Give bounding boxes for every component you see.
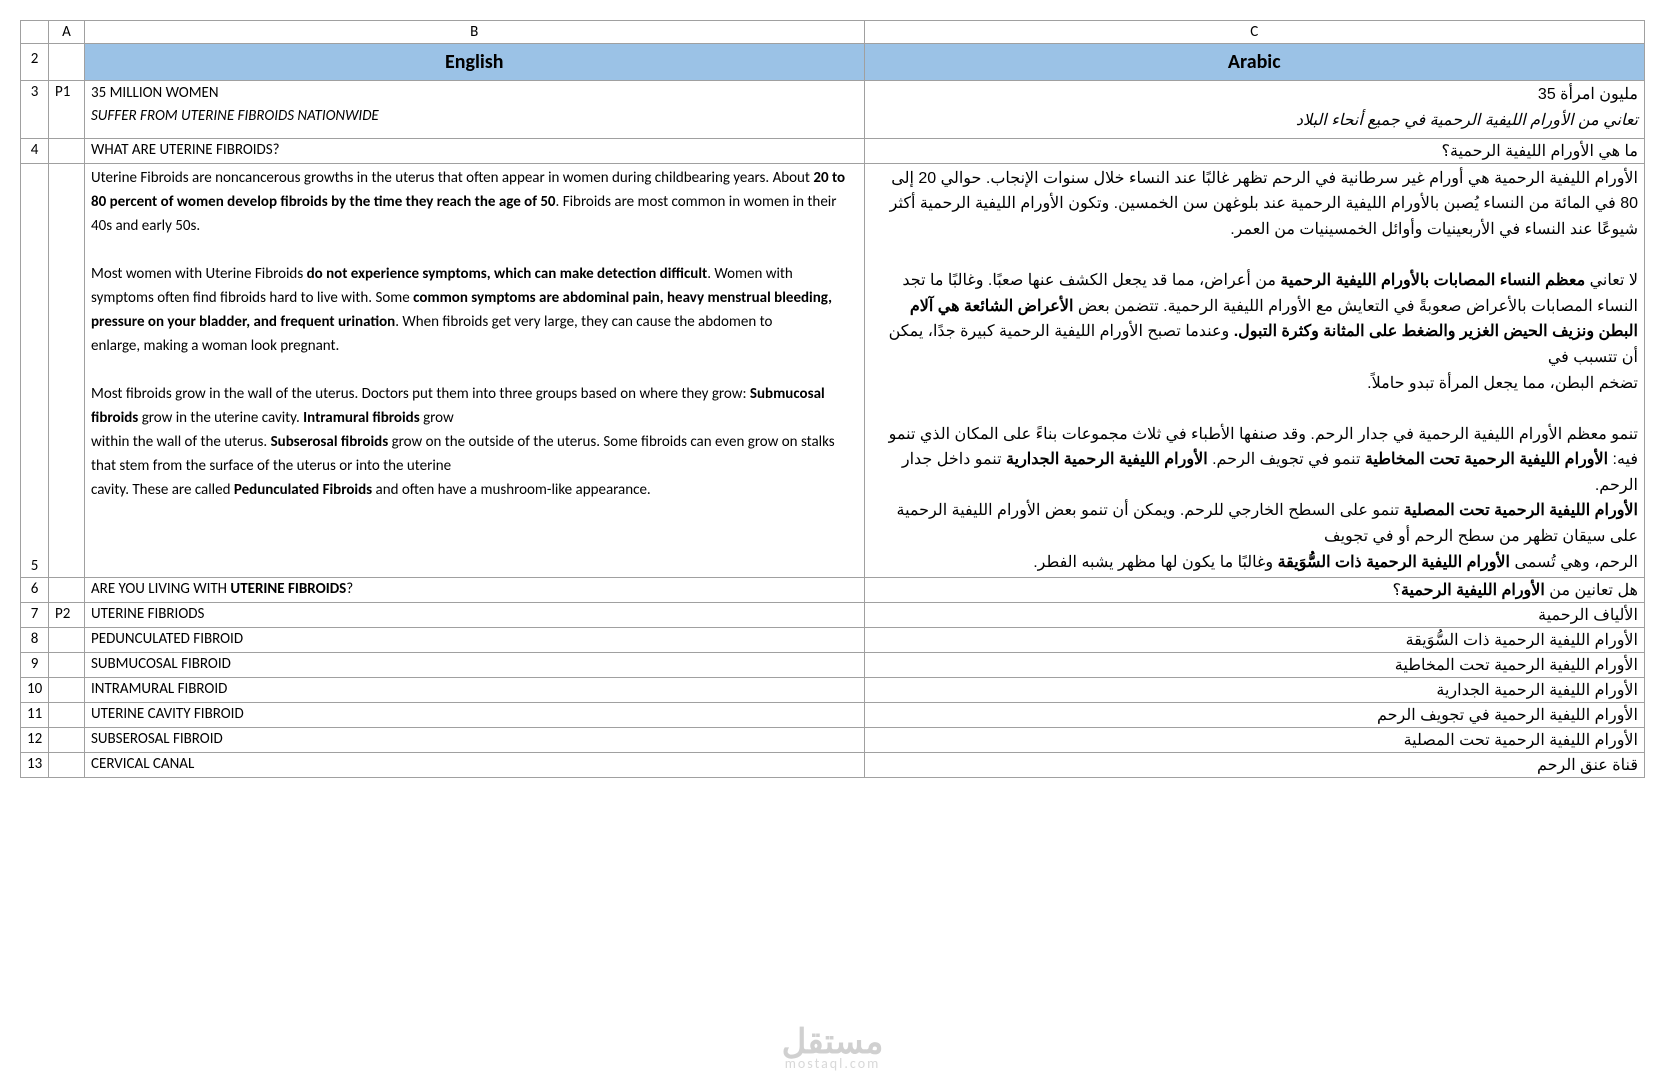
row-number: 2 xyxy=(21,44,49,81)
cell-a xyxy=(49,578,85,603)
spreadsheet-table: A B C 2 English Arabic 3 P1 35 MILLION W… xyxy=(20,20,1645,778)
text-line: مليون امرأة 35 xyxy=(871,83,1638,106)
cell-a xyxy=(49,163,85,578)
cell-english-long: Uterine Fibroids are noncancerous growth… xyxy=(85,163,865,578)
cell-english: ARE YOU LIVING WITH UTERINE FIBROIDS? xyxy=(85,578,865,603)
cell-arabic: الأورام الليفية الرحمية الجدارية xyxy=(864,678,1644,703)
title-row: 2 English Arabic xyxy=(21,44,1645,81)
cell-english: 35 MILLION WOMEN SUFFER FROM UTERINE FIB… xyxy=(85,81,865,139)
row-number: 6 xyxy=(21,578,49,603)
cell-english: SUBMUCOSAL FIBROID xyxy=(85,653,865,678)
row-number: 11 xyxy=(21,703,49,728)
table-row: 5 Uterine Fibroids are noncancerous grow… xyxy=(21,163,1645,578)
cell-a xyxy=(49,44,85,81)
watermark-main: مستقل xyxy=(782,1028,884,1059)
row-number: 13 xyxy=(21,753,49,778)
cell-arabic: الأورام الليفية الرحمية ذات السُّوَيقة xyxy=(864,628,1644,653)
cell-a: P1 xyxy=(49,81,85,139)
text-line: 35 MILLION WOMEN xyxy=(91,83,858,103)
cell-arabic: مليون امرأة 35 تعاني من الأورام الليفية … xyxy=(864,81,1644,139)
table-row: 8 PEDUNCULATED FIBROID الأورام الليفية ا… xyxy=(21,628,1645,653)
cell-a xyxy=(49,728,85,753)
cell-arabic: ما هي الأورام الليفية الرحمية؟ xyxy=(864,138,1644,163)
cell-arabic: الألياف الرحمية xyxy=(864,603,1644,628)
cell-a xyxy=(49,653,85,678)
cell-english: INTRAMURAL FIBROID xyxy=(85,678,865,703)
cell-a xyxy=(49,138,85,163)
col-header-c: C xyxy=(864,21,1644,44)
table-row: 3 P1 35 MILLION WOMEN SUFFER FROM UTERIN… xyxy=(21,81,1645,139)
text-line-italic: تعاني من الأورام الليفية الرحمية في جميع… xyxy=(871,109,1638,132)
cell-arabic: الأورام الليفية الرحمية في تجويف الرحم xyxy=(864,703,1644,728)
title-arabic: Arabic xyxy=(864,44,1644,81)
table-row: 4 WHAT ARE UTERINE FIBROIDS? ما هي الأور… xyxy=(21,138,1645,163)
col-header-blank xyxy=(21,21,49,44)
row-number: 5 xyxy=(21,163,49,578)
col-header-a: A xyxy=(49,21,85,44)
row-number: 10 xyxy=(21,678,49,703)
cell-english: CERVICAL CANAL xyxy=(85,753,865,778)
row-number: 9 xyxy=(21,653,49,678)
text-line-italic: SUFFER FROM UTERINE FIBROIDS NATIONWIDE xyxy=(91,106,858,126)
table-row: 9 SUBMUCOSAL FIBROID الأورام الليفية الر… xyxy=(21,653,1645,678)
cell-english: SUBSEROSAL FIBROID xyxy=(85,728,865,753)
table-row: 12 SUBSEROSAL FIBROID الأورام الليفية ال… xyxy=(21,728,1645,753)
table-row: 10 INTRAMURAL FIBROID الأورام الليفية ال… xyxy=(21,678,1645,703)
cell-a: P2 xyxy=(49,603,85,628)
row-number: 12 xyxy=(21,728,49,753)
cell-a xyxy=(49,703,85,728)
row-number: 4 xyxy=(21,138,49,163)
table-row: 7 P2 UTERINE FIBRIODS الألياف الرحمية xyxy=(21,603,1645,628)
col-header-b: B xyxy=(85,21,865,44)
cell-english: UTERINE CAVITY FIBROID xyxy=(85,703,865,728)
row-number: 8 xyxy=(21,628,49,653)
cell-a xyxy=(49,628,85,653)
cell-a xyxy=(49,753,85,778)
title-english: English xyxy=(85,44,865,81)
column-header-row: A B C xyxy=(21,21,1645,44)
cell-arabic-long: الأورام الليفية الرحمية هي أورام غير سرط… xyxy=(864,163,1644,578)
cell-english: UTERINE FIBRIODS xyxy=(85,603,865,628)
cell-arabic: الأورام الليفية الرحمية تحت المخاطية xyxy=(864,653,1644,678)
cell-english: WHAT ARE UTERINE FIBROIDS? xyxy=(85,138,865,163)
watermark: مستقل mostaql.com xyxy=(782,1028,884,1071)
cell-arabic: هل تعانين من الأورام الليفية الرحمية؟ xyxy=(864,578,1644,603)
table-row: 11 UTERINE CAVITY FIBROID الأورام الليفي… xyxy=(21,703,1645,728)
cell-a xyxy=(49,678,85,703)
cell-arabic: الأورام الليفية الرحمية تحت المصلية xyxy=(864,728,1644,753)
cell-arabic: قناة عنق الرحم xyxy=(864,753,1644,778)
cell-english: PEDUNCULATED FIBROID xyxy=(85,628,865,653)
watermark-sub: mostaql.com xyxy=(782,1058,884,1071)
table-row: 13 CERVICAL CANAL قناة عنق الرحم xyxy=(21,753,1645,778)
row-number: 3 xyxy=(21,81,49,139)
row-number: 7 xyxy=(21,603,49,628)
table-row: 6 ARE YOU LIVING WITH UTERINE FIBROIDS? … xyxy=(21,578,1645,603)
